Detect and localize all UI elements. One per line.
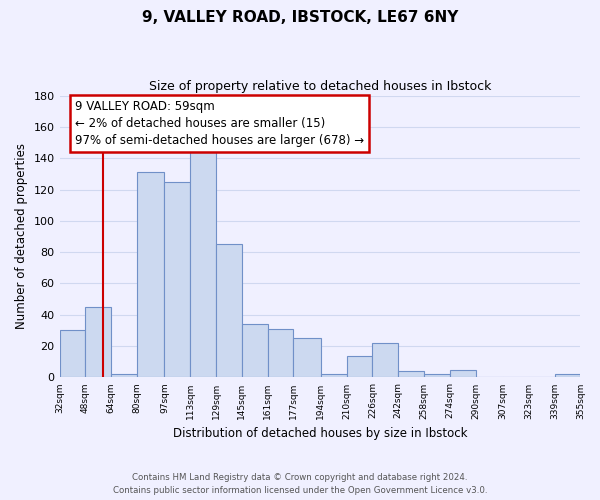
Bar (398, 371, 424, 378)
Bar (242, 324, 268, 378)
Bar (85, 307, 111, 378)
Bar (216, 244, 242, 378)
Bar (347, 356, 373, 378)
Bar (554, 374, 580, 378)
Bar (450, 370, 476, 378)
Title: Size of property relative to detached houses in Ibstock: Size of property relative to detached ho… (149, 80, 491, 93)
X-axis label: Distribution of detached houses by size in Ibstock: Distribution of detached houses by size … (173, 427, 467, 440)
Bar (190, 147, 216, 378)
Text: Contains HM Land Registry data © Crown copyright and database right 2024.
Contai: Contains HM Land Registry data © Crown c… (113, 474, 487, 495)
Bar (373, 343, 398, 378)
Text: 9, VALLEY ROAD, IBSTOCK, LE67 6NY: 9, VALLEY ROAD, IBSTOCK, LE67 6NY (142, 10, 458, 25)
Bar (268, 329, 293, 378)
Bar (111, 374, 137, 378)
Bar (137, 172, 164, 378)
Bar (424, 374, 450, 378)
Bar (59, 330, 85, 378)
Text: 9 VALLEY ROAD: 59sqm
← 2% of detached houses are smaller (15)
97% of semi-detach: 9 VALLEY ROAD: 59sqm ← 2% of detached ho… (75, 100, 364, 147)
Bar (293, 338, 321, 378)
Bar (321, 374, 347, 378)
Y-axis label: Number of detached properties: Number of detached properties (15, 144, 28, 330)
Bar (164, 182, 190, 378)
